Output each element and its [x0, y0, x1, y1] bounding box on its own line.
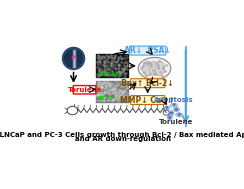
Bar [96, 54, 128, 77]
Ellipse shape [173, 104, 175, 106]
Ellipse shape [155, 61, 164, 76]
Ellipse shape [176, 113, 183, 117]
Text: Bax↑ Bcl-2↓: Bax↑ Bcl-2↓ [121, 79, 174, 88]
FancyBboxPatch shape [131, 96, 165, 105]
Text: Apoptosis: Apoptosis [154, 97, 193, 103]
Text: MMP↓ Ca²⁺↑: MMP↓ Ca²⁺↑ [120, 95, 175, 105]
Ellipse shape [178, 114, 180, 115]
Ellipse shape [166, 107, 168, 108]
Text: PC-3: PC-3 [97, 96, 113, 101]
Text: AR↓  PSA↓: AR↓ PSA↓ [124, 46, 171, 55]
Ellipse shape [169, 116, 171, 118]
Ellipse shape [170, 112, 173, 114]
Text: LNCaP: LNCaP [97, 72, 120, 77]
Ellipse shape [169, 111, 174, 116]
Text: and AR down-regulation: and AR down-regulation [75, 136, 171, 143]
Text: Inhibit LNCaP and PC-3 Cells growth through Bcl-2 / Bax mediated Apoptosis: Inhibit LNCaP and PC-3 Cells growth thro… [0, 132, 244, 138]
Ellipse shape [138, 57, 171, 80]
Circle shape [62, 47, 85, 70]
Ellipse shape [164, 106, 170, 110]
Ellipse shape [175, 108, 178, 110]
Text: Torulene: Torulene [158, 119, 193, 125]
Ellipse shape [167, 115, 173, 120]
Ellipse shape [173, 108, 180, 111]
Text: Torulene: Torulene [67, 87, 102, 93]
Ellipse shape [149, 62, 158, 75]
Ellipse shape [170, 103, 178, 107]
Bar [96, 81, 128, 102]
FancyBboxPatch shape [130, 46, 166, 55]
Circle shape [65, 50, 82, 67]
FancyBboxPatch shape [131, 79, 165, 88]
FancyBboxPatch shape [73, 86, 96, 94]
Ellipse shape [142, 61, 152, 76]
